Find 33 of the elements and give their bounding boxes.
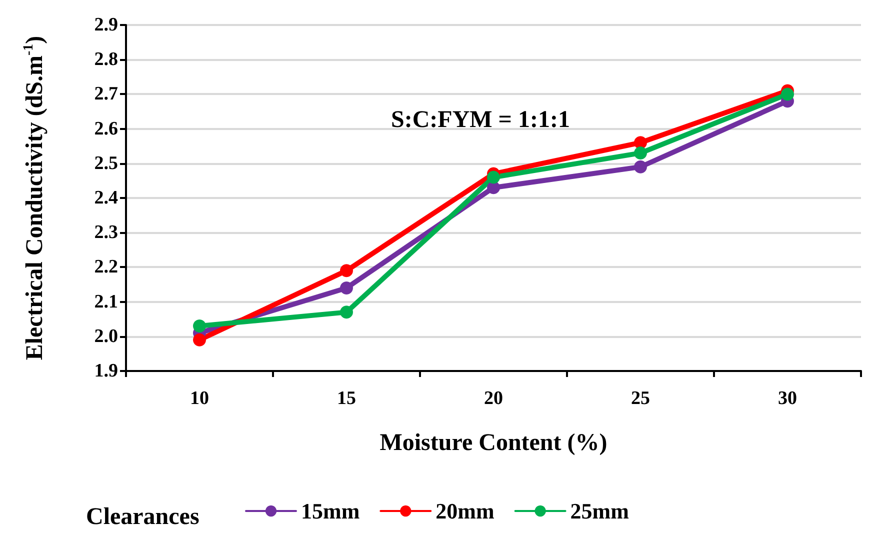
annotation: S:C:FYM = 1:1:1 bbox=[391, 107, 570, 133]
y-tick-label: 2.5 bbox=[94, 152, 118, 174]
y-tick-label: 2.8 bbox=[94, 49, 118, 70]
y-tick-label: 2.6 bbox=[94, 118, 118, 140]
y-axis-title: Electrical Conductivity (dS.m-1) bbox=[22, 36, 48, 360]
y-tick-label: 2.7 bbox=[94, 84, 118, 105]
x-tick-label: 25 bbox=[631, 388, 650, 409]
y-tick-label: 2.2 bbox=[94, 256, 118, 278]
point bbox=[487, 170, 500, 184]
legend-label: 25mm bbox=[570, 498, 629, 524]
point bbox=[634, 136, 647, 150]
legend-title: Clearances bbox=[86, 504, 200, 530]
point bbox=[193, 333, 206, 346]
point bbox=[634, 160, 647, 174]
point bbox=[193, 320, 206, 333]
x-tick-label: 15 bbox=[337, 388, 356, 409]
point bbox=[340, 281, 353, 294]
x-tick-label: 20 bbox=[484, 388, 503, 409]
point bbox=[634, 146, 647, 160]
y-tick-label: 2.3 bbox=[94, 222, 118, 244]
y-tick-label: 1.9 bbox=[94, 360, 118, 382]
legend-label: 20mm bbox=[436, 498, 494, 524]
point bbox=[340, 306, 353, 319]
y-tick-label: 2.1 bbox=[94, 291, 118, 312]
x-tick-label: 10 bbox=[190, 388, 209, 409]
y-tick-label: 2.9 bbox=[94, 14, 118, 36]
legend-label: 15mm bbox=[301, 498, 360, 524]
y-tick-label: 2.4 bbox=[94, 188, 118, 208]
point bbox=[340, 264, 353, 278]
y-tick-label: 2.0 bbox=[94, 326, 118, 347]
x-tick-label: 30 bbox=[778, 388, 797, 409]
point bbox=[781, 88, 794, 101]
x-axis-title: Moisture Content (%) bbox=[380, 430, 608, 456]
